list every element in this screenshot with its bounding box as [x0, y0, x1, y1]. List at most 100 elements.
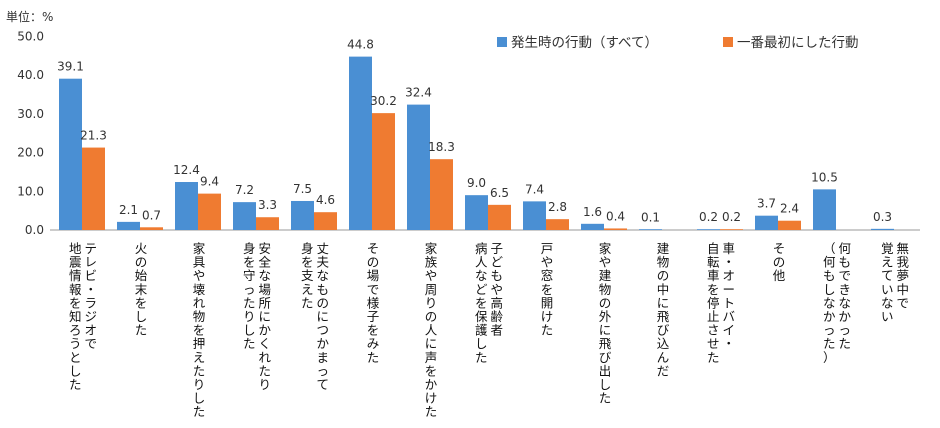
value-labels: 39.1 2.1 12.4 7.2 7.5 44.8 32.4 9.0 7.4 1.6 0.1 0.2…	[57, 38, 892, 225]
bar-series-1	[813, 189, 836, 230]
category-label-line: その場で様子をみた	[367, 241, 380, 365]
data-label-series-2: 9.4	[200, 175, 219, 189]
category-label-line: 覚えていない	[881, 241, 894, 324]
data-label-series-1: 39.1	[57, 60, 84, 74]
data-label-series-1: 0.2	[699, 210, 718, 224]
data-label-series-1: 7.2	[235, 183, 254, 197]
category-label: 何もできなかった（何もしなかった）	[823, 241, 852, 365]
y-tick-label: 0.0	[25, 223, 44, 237]
category-label: 家族や周りの人に声をかけた	[425, 241, 438, 419]
data-label-series-1: 32.4	[405, 86, 432, 100]
y-tick-label: 40.0	[17, 68, 44, 82]
category-label-line: 火の始末をした	[135, 241, 148, 338]
data-label-series-2: 6.5	[490, 186, 509, 200]
data-label-series-2: 18.3	[428, 140, 455, 154]
bar-series-1	[639, 229, 662, 230]
y-tick-label: 20.0	[17, 146, 44, 160]
bar-series-2	[488, 204, 511, 230]
bar-series-2	[82, 147, 105, 230]
bar-series-2	[372, 113, 395, 230]
category-label-line: 身を支えた	[301, 241, 314, 310]
bar-series-1	[233, 202, 256, 230]
bar-series-1	[755, 215, 778, 230]
bar-series-1	[407, 104, 430, 230]
category-label-line: 地震情報を知ろうとした	[69, 241, 82, 392]
bar-series-2	[604, 228, 627, 230]
data-label-series-2: 3.3	[258, 198, 277, 212]
bar-series-1	[581, 223, 604, 230]
category-label-line: テレビ・ラジオで	[84, 241, 97, 351]
category-label-line: 自転車を停止させた	[707, 241, 720, 365]
category-label: 家や建物の外に飛び出した	[599, 241, 612, 406]
data-label-series-1: 1.6	[583, 205, 602, 219]
category-label-line: 無我夢中で	[896, 241, 909, 310]
category-label: その場で様子をみた	[367, 241, 380, 365]
data-label-series-1: 0.3	[873, 210, 892, 224]
bar-series-1	[59, 78, 82, 230]
category-label-line: 家族や周りの人に声をかけた	[425, 241, 438, 419]
data-label-series-1: 12.4	[173, 163, 200, 177]
bar-series-2	[256, 217, 279, 230]
data-label-series-1: 9.0	[467, 176, 486, 190]
category-label-line: 安全な場所にかくれたり	[258, 241, 271, 392]
legend-swatch-series-2	[723, 37, 733, 47]
data-label-series-1: 2.1	[119, 203, 138, 217]
bar-series-1	[291, 200, 314, 230]
y-tick-label: 10.0	[17, 184, 44, 198]
bar-series-2	[720, 229, 743, 230]
data-label-series-1: 3.7	[757, 197, 776, 211]
bar-series-1	[871, 228, 894, 230]
category-label: 火の始末をした	[135, 241, 148, 338]
data-label-series-2: 0.4	[606, 209, 625, 223]
category-label: 建物の中に飛び込んだ	[657, 241, 670, 378]
category-label-line: その他	[773, 241, 786, 283]
bar-series-2	[140, 227, 163, 230]
data-label-series-2: 2.4	[780, 202, 799, 216]
data-label-series-2: 30.2	[370, 94, 397, 108]
data-label-series-2: 0.2	[722, 210, 741, 224]
category-label-line: 何もできなかった	[838, 241, 851, 351]
category-label: 家具や壊れ物を押えたりした	[193, 241, 206, 419]
data-label-series-2: 21.3	[80, 129, 107, 143]
category-label-line: 子どもや高齢者	[490, 241, 503, 338]
bar-series-1	[117, 221, 140, 230]
legend-label-series-2: 一番最初にした行動	[737, 34, 859, 51]
bar-series-2	[430, 159, 453, 230]
y-tick-label: 30.0	[17, 107, 44, 121]
bar-series-1	[697, 229, 720, 230]
legend-swatch-series-1	[497, 37, 507, 47]
bar-series-1	[523, 201, 546, 230]
data-label-series-1: 0.1	[641, 211, 660, 225]
category-label: その他	[773, 241, 786, 283]
bar-series-1	[465, 195, 488, 230]
unit-label: 単位：%	[6, 9, 53, 24]
category-label-line: 家具や壊れ物を押えたりした	[193, 241, 206, 419]
data-label-series-1: 10.5	[811, 170, 838, 184]
bar-series-2	[198, 193, 221, 230]
category-label-line: 戸や窓を開けた	[541, 241, 554, 338]
bar-series-2	[314, 212, 337, 230]
bar-series-2	[778, 220, 801, 230]
legend-label-series-1: 発生時の行動（すべて）	[511, 35, 658, 51]
bar-series-1	[175, 182, 198, 230]
bar-series-2	[546, 219, 569, 230]
bar-series-1	[349, 56, 372, 231]
category-label: 車・オートバイ・自転車を停止させた	[707, 241, 735, 365]
data-label-series-2: 4.6	[316, 193, 335, 207]
category-label-line: 身を守ったりした	[243, 241, 256, 351]
category-label-line: （何もしなかった）	[823, 241, 836, 365]
category-label-line: 家や建物の外に飛び出した	[599, 241, 612, 406]
category-label-line: 建物の中に飛び込んだ	[657, 241, 670, 378]
data-label-series-1: 7.4	[525, 182, 544, 196]
category-label-line: 病人などを保護した	[475, 241, 488, 365]
data-label-series-2: 0.7	[142, 208, 161, 222]
y-axis-ticks: 0.0 10.0 20.0 30.0 40.0 50.0	[17, 30, 44, 238]
y-tick-label: 50.0	[17, 30, 44, 44]
